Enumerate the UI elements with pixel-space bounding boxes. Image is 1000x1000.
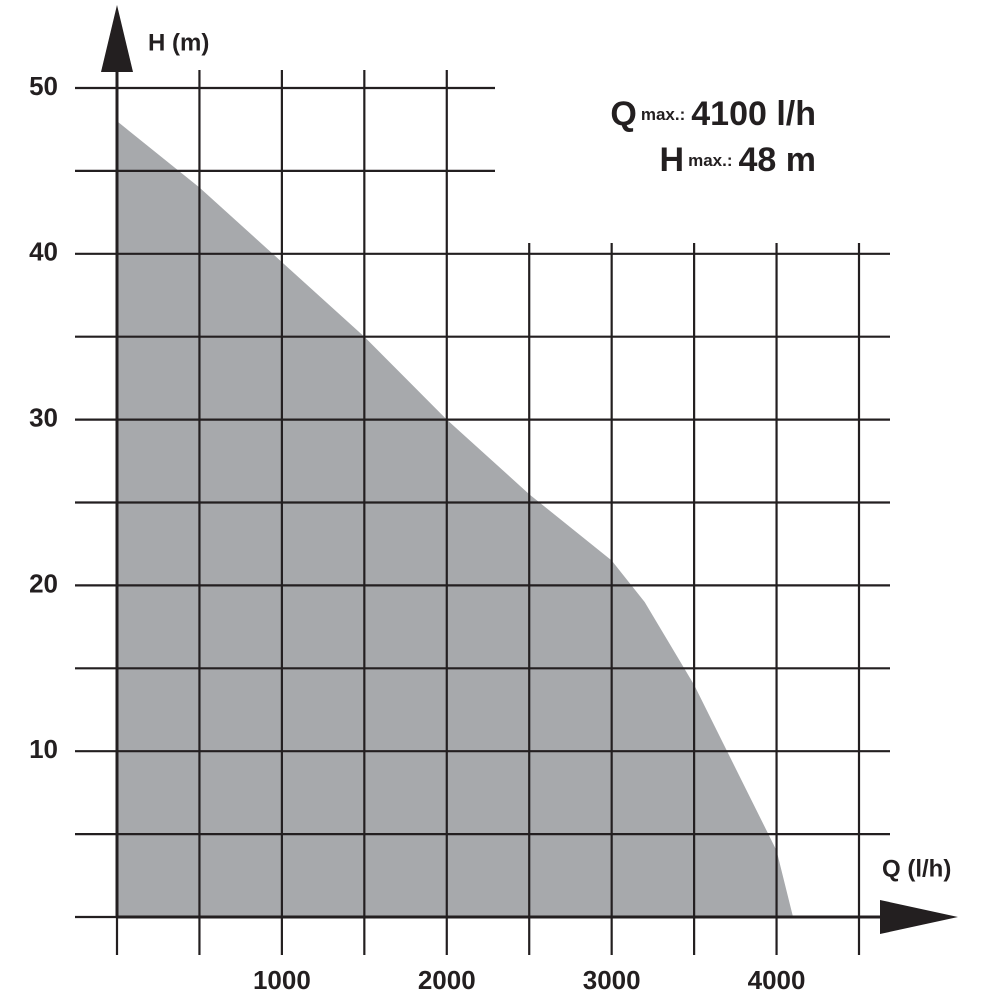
- x-axis-arrow: [880, 900, 958, 934]
- annotation-sub: max.:: [688, 151, 732, 170]
- y-tick-label: 40: [29, 237, 58, 267]
- annotation-text: 4100 l/h: [691, 95, 816, 133]
- annotation-symbol: Q: [610, 95, 636, 133]
- y-tick-label: 50: [29, 71, 58, 101]
- y-axis-title: H (m): [148, 29, 209, 56]
- annotation-sub: max.:: [641, 105, 685, 124]
- x-axis-title: Q (l/h): [882, 855, 951, 882]
- y-tick-label: 30: [29, 402, 58, 432]
- annotation-text: 48 m: [739, 141, 817, 179]
- y-tick-label: 20: [29, 568, 58, 598]
- x-tick-label: 3000: [583, 965, 641, 995]
- area: [117, 121, 794, 917]
- annotation-symbol: H: [660, 141, 685, 179]
- x-tick-label: 4000: [748, 965, 806, 995]
- x-tick-label: 2000: [418, 965, 476, 995]
- x-tick-label: 1000: [253, 965, 311, 995]
- y-axis-arrow: [101, 5, 133, 72]
- y-tick-label: 10: [29, 734, 58, 764]
